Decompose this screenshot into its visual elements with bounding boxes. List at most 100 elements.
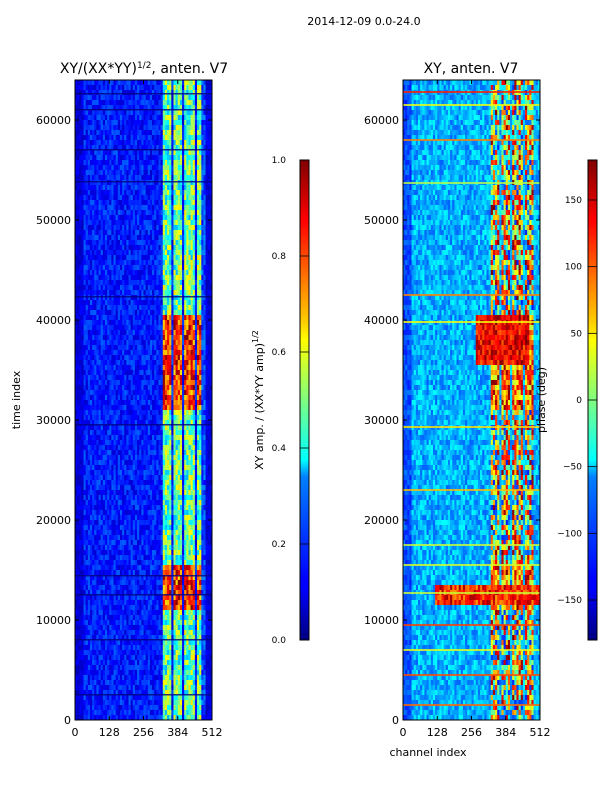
heatmap-cell [81,435,84,441]
heatmap-cell [194,310,198,316]
heatmap-cell [100,340,104,346]
heatmap-cell [141,400,144,406]
heatmap-cell [109,440,112,446]
heatmap-cell [102,110,106,116]
heatmap-cell [98,260,101,266]
heatmap-cell [85,210,89,216]
heatmap-cell [207,150,211,156]
heatmap-cell [119,280,123,286]
heatmap-cell [77,135,80,141]
heatmap-cell [162,145,166,151]
heatmap-cell [83,140,86,146]
heatmap-cell [203,365,206,371]
heatmap-cell [194,280,198,286]
heatmap-cell [83,360,86,366]
heatmap-cell [164,430,168,436]
heatmap-cell [182,305,185,311]
heatmap-cell [188,140,191,146]
heatmap-cell [137,440,140,446]
heatmap-cell [160,245,164,251]
heatmap-cell [197,280,200,286]
heatmap-cell [201,125,204,131]
heatmap-cell [126,445,129,451]
heatmap-cell [92,85,95,91]
heatmap-cell [205,235,209,241]
heatmap-cell [152,220,155,226]
heatmap-cell [173,110,176,116]
heatmap-cell [171,110,174,116]
heatmap-cell [145,170,149,176]
heatmap-cell [201,280,204,286]
heatmap-cell [182,140,185,146]
heatmap-cell [126,130,129,136]
heatmap-cell [154,210,157,216]
heatmap-cell [111,325,114,331]
heatmap-cell [143,265,146,271]
heatmap-cell [147,395,151,401]
heatmap-cell [104,120,108,126]
heatmap-cell [119,100,123,106]
heatmap-cell [179,305,183,311]
heatmap-cell [132,450,136,456]
heatmap-cell [182,345,185,351]
heatmap-cell [147,325,151,331]
heatmap-cell [182,360,185,366]
heatmap-cell [85,250,89,256]
heatmap-cell [201,330,204,336]
heatmap-cell [141,200,144,206]
heatmap-cell [149,360,153,366]
heatmap-cell [77,255,80,261]
heatmap-cell [128,250,131,256]
heatmap-cell [102,425,106,431]
heatmap-cell [177,300,181,306]
heatmap-cell [87,250,91,256]
heatmap-cell [175,250,179,256]
heatmap-cell [107,180,110,186]
heatmap-cell [162,360,166,366]
heatmap-cell [149,250,153,256]
heatmap-cell [154,100,157,106]
heatmap-cell [113,465,116,471]
heatmap-cell [152,325,155,331]
heatmap-cell [167,130,170,136]
heatmap-cell [184,115,187,121]
heatmap-cell [98,170,101,176]
heatmap-cell [75,460,78,466]
heatmap-cell [184,400,187,406]
heatmap-cell [115,385,119,391]
heatmap-cell [209,135,212,141]
heatmap-cell [197,315,200,321]
heatmap-cell [205,275,209,281]
heatmap-cell [119,365,123,371]
heatmap-cell [75,80,78,86]
heatmap-cell [83,105,86,111]
heatmap-cell [77,235,80,241]
heatmap-cell [201,245,204,251]
heatmap-cell [192,395,196,401]
heatmap-cell [100,270,104,276]
heatmap-cell [182,315,185,321]
heatmap-cell [96,120,99,126]
heatmap-cell [96,450,99,456]
heatmap-cell [132,455,136,461]
heatmap-cell [94,390,97,396]
heatmap-cell [126,315,129,321]
heatmap-cell [107,110,110,116]
heatmap-cell [186,340,189,346]
heatmap-cell [209,455,212,461]
heatmap-cell [109,325,112,331]
heatmap-cell [100,245,104,251]
heatmap-cell [156,260,159,266]
heatmap-cell [83,335,86,341]
heatmap-cell [117,440,121,446]
heatmap-cell [156,315,159,321]
heatmap-cell [188,250,191,256]
heatmap-cell [182,160,185,166]
heatmap-cell [117,215,121,221]
heatmap-cell [179,90,183,96]
heatmap-cell [194,455,198,461]
heatmap-cell [152,260,155,266]
heatmap-cell [143,325,146,331]
heatmap-cell [164,385,168,391]
heatmap-cell [188,375,191,381]
